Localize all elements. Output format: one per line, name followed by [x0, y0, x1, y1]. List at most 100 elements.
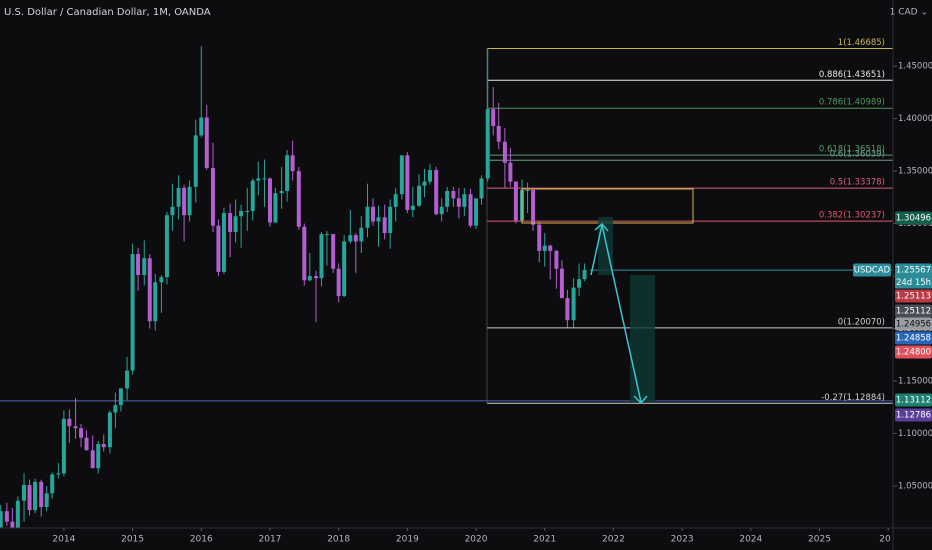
candle-body	[405, 155, 410, 210]
price-tag	[895, 345, 932, 359]
candle-body	[182, 187, 187, 216]
x-tick-label: 2017	[259, 535, 282, 545]
candle-body	[199, 117, 204, 136]
candle-body	[393, 194, 398, 207]
candle-body	[193, 135, 198, 187]
candle-body	[159, 277, 164, 283]
candle-body	[365, 206, 370, 228]
currency-label: 1 CAD ⌄	[890, 8, 928, 18]
candle-body	[434, 170, 439, 215]
candle-body	[417, 185, 422, 206]
candle-body	[221, 213, 226, 272]
x-tick-label: 20	[879, 535, 891, 545]
price-tag-label: 1.24858	[896, 334, 931, 344]
price-tag-label: 1.13112	[896, 396, 931, 406]
candle-body	[79, 428, 84, 438]
candle-body	[130, 254, 135, 371]
candle-body	[96, 444, 101, 469]
candle-body	[468, 194, 473, 226]
fib-label: 0.786(1.40989)	[819, 98, 885, 108]
price-tag	[895, 304, 932, 318]
candle-body	[147, 258, 152, 322]
candle-body	[428, 170, 433, 182]
candle-body	[399, 155, 404, 195]
arrow-head	[633, 395, 648, 405]
fib-label: 0.886(1.43651)	[819, 70, 885, 80]
price-tag	[895, 289, 932, 303]
candle-body	[336, 268, 341, 297]
candle-body	[456, 198, 461, 207]
candle-body	[10, 521, 15, 528]
price-tag-label: 1.30496	[896, 214, 931, 224]
x-tick-label: 2016	[190, 535, 213, 545]
countdown-label: 24d 15h	[896, 278, 931, 288]
candle-body	[164, 215, 169, 278]
candle-body	[245, 210, 250, 212]
candle-body	[0, 511, 3, 528]
price-tag	[895, 263, 932, 277]
candle-body	[348, 235, 353, 242]
fib-label: -0.27(1.12884)	[821, 393, 885, 403]
price-tag-label: 1.12786	[896, 411, 931, 421]
price-tag	[895, 211, 932, 225]
candle-body	[239, 210, 244, 217]
candle-body	[90, 450, 95, 469]
candle-body	[462, 194, 467, 207]
candle-body	[491, 109, 496, 126]
countdown-tag	[895, 276, 932, 289]
price-tag	[895, 317, 932, 331]
candle-body	[233, 216, 238, 232]
y-tick-label: 1.40000	[898, 114, 932, 124]
candle-body	[331, 234, 336, 269]
candle-body	[256, 178, 261, 181]
candle-body	[451, 191, 456, 199]
x-tick-label: 2021	[533, 535, 556, 545]
candle-body	[531, 189, 536, 225]
candle-body	[445, 191, 450, 207]
candle-body	[142, 258, 147, 276]
candle-body	[376, 217, 381, 222]
candle-body	[279, 191, 284, 194]
candle-body	[84, 437, 89, 451]
candle-body	[565, 298, 570, 321]
candle-body	[204, 117, 209, 168]
candle-body	[502, 141, 507, 163]
candle-body	[187, 186, 192, 216]
candle-body	[296, 171, 301, 227]
price-tag-label: 1.24956	[896, 320, 931, 330]
candle-body	[319, 234, 324, 279]
candle-body	[513, 181, 518, 221]
candle-body	[50, 474, 55, 494]
candle-body	[250, 180, 255, 211]
x-tick-label: 2020	[465, 535, 488, 545]
arrow-head	[594, 222, 609, 232]
candle-body	[559, 268, 564, 299]
candle-body	[342, 241, 347, 297]
candle-body	[210, 167, 215, 226]
price-tag-label: 1.25112	[896, 307, 931, 317]
candle-body	[285, 155, 290, 192]
candle-body	[170, 206, 175, 216]
fib-label: 0.6(1.36039)	[830, 150, 885, 160]
y-tick-label: 1.45000	[898, 62, 932, 72]
candle-body	[56, 473, 61, 475]
projection-box	[630, 275, 655, 402]
candle-body	[582, 269, 587, 280]
candle-body	[496, 125, 501, 142]
fib-label: 0.382(1.30237)	[819, 211, 885, 221]
y-tick-label: 1.05000	[898, 482, 932, 492]
candle-body	[113, 405, 118, 413]
candle-body	[388, 206, 393, 234]
x-tick-label: 2025	[808, 535, 831, 545]
y-tick-label: 1.15000	[898, 377, 932, 387]
price-tag	[895, 393, 932, 407]
candle-body	[33, 481, 38, 511]
candle-body	[125, 370, 130, 389]
chart-title: U.S. Dollar / Canadian Dollar, 1M, OANDA	[4, 7, 211, 18]
price-tag-label: 1.24800	[896, 348, 931, 358]
plot-area	[0, 46, 893, 528]
candle-body	[22, 484, 27, 501]
candle-body	[542, 245, 547, 251]
candle-body	[4, 511, 9, 522]
candle-body	[118, 388, 123, 406]
